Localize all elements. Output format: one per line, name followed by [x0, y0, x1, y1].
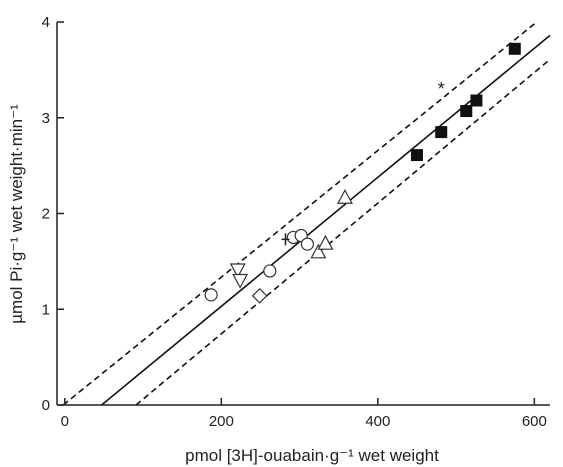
y-tick-label: 2 — [42, 206, 50, 223]
asterisk-marker: * — [438, 79, 445, 99]
x-axis-title: pmol [3H]-ouabain·g⁻¹ wet weight — [185, 446, 439, 465]
y-tick-label: 1 — [42, 301, 50, 318]
square-marker — [410, 149, 423, 162]
square-marker — [435, 126, 448, 139]
x-tick-label: 200 — [209, 413, 234, 430]
y-tick-label: 4 — [42, 14, 50, 31]
square-marker — [470, 94, 483, 107]
square-marker — [508, 42, 521, 55]
square-marker — [460, 105, 473, 118]
confidence-band-line — [62, 21, 538, 406]
y-axis: 0 1 2 3 4 — [42, 14, 64, 414]
x-axis: 0 200 400 600 — [57, 398, 550, 430]
triangle-down-marker — [229, 263, 246, 279]
triangle-up-marker — [310, 243, 327, 259]
circle-marker — [204, 288, 218, 302]
confidence-band-line — [135, 58, 551, 406]
x-tick-label: 600 — [522, 413, 547, 430]
diamond-marker — [251, 287, 268, 304]
y-tick-label: 3 — [42, 110, 50, 127]
circle-marker — [263, 264, 277, 278]
triangle-down-marker — [232, 273, 249, 289]
regression-line — [101, 34, 551, 406]
y-axis-title: µmol Pi·g⁻¹ wet weight·min⁻¹ — [7, 104, 26, 324]
cross-marker — [281, 233, 290, 246]
x-tick-label: 400 — [365, 413, 390, 430]
y-tick-label: 0 — [42, 397, 50, 414]
x-tick-label: 0 — [61, 413, 69, 430]
triangle-up-marker — [317, 234, 334, 250]
triangle-up-marker — [336, 188, 353, 204]
plot-area: * — [62, 21, 551, 406]
circle-marker — [300, 237, 315, 251]
